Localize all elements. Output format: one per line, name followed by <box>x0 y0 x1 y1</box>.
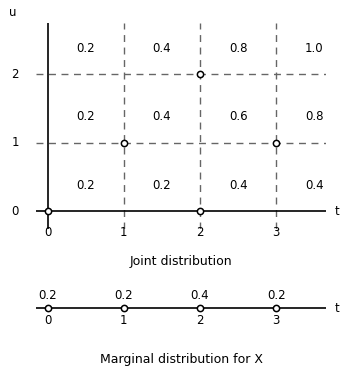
Text: 3: 3 <box>273 226 280 239</box>
Text: 0.8: 0.8 <box>229 42 247 55</box>
Text: 2: 2 <box>11 68 19 81</box>
Text: 1: 1 <box>120 314 127 327</box>
Text: 0.4: 0.4 <box>191 289 209 302</box>
Text: t: t <box>334 205 339 218</box>
Text: 0.2: 0.2 <box>153 179 171 192</box>
Text: 1.0: 1.0 <box>305 42 324 55</box>
Text: 0.4: 0.4 <box>305 179 324 192</box>
Text: 0.2: 0.2 <box>76 110 95 123</box>
Text: 1: 1 <box>11 136 19 149</box>
Text: 0: 0 <box>44 226 51 239</box>
Text: 0.2: 0.2 <box>114 289 133 302</box>
Text: 0: 0 <box>12 205 19 218</box>
Text: Marginal distribution for X: Marginal distribution for X <box>100 353 262 366</box>
Text: 0.4: 0.4 <box>153 110 171 123</box>
Text: 0.4: 0.4 <box>229 179 248 192</box>
Text: 0.2: 0.2 <box>76 179 95 192</box>
Text: u: u <box>9 6 17 19</box>
Text: 0.8: 0.8 <box>305 110 324 123</box>
Text: 0.4: 0.4 <box>153 42 171 55</box>
Text: 2: 2 <box>196 226 204 239</box>
Text: 0.6: 0.6 <box>229 110 248 123</box>
Text: Joint distribution: Joint distribution <box>130 255 232 268</box>
Text: 0.2: 0.2 <box>76 42 95 55</box>
Text: 1: 1 <box>120 226 127 239</box>
Text: 0.2: 0.2 <box>267 289 286 302</box>
Text: 2: 2 <box>196 314 204 327</box>
Text: 0: 0 <box>44 314 51 327</box>
Text: t: t <box>334 302 339 315</box>
Text: 3: 3 <box>273 314 280 327</box>
Text: 0.2: 0.2 <box>38 289 57 302</box>
